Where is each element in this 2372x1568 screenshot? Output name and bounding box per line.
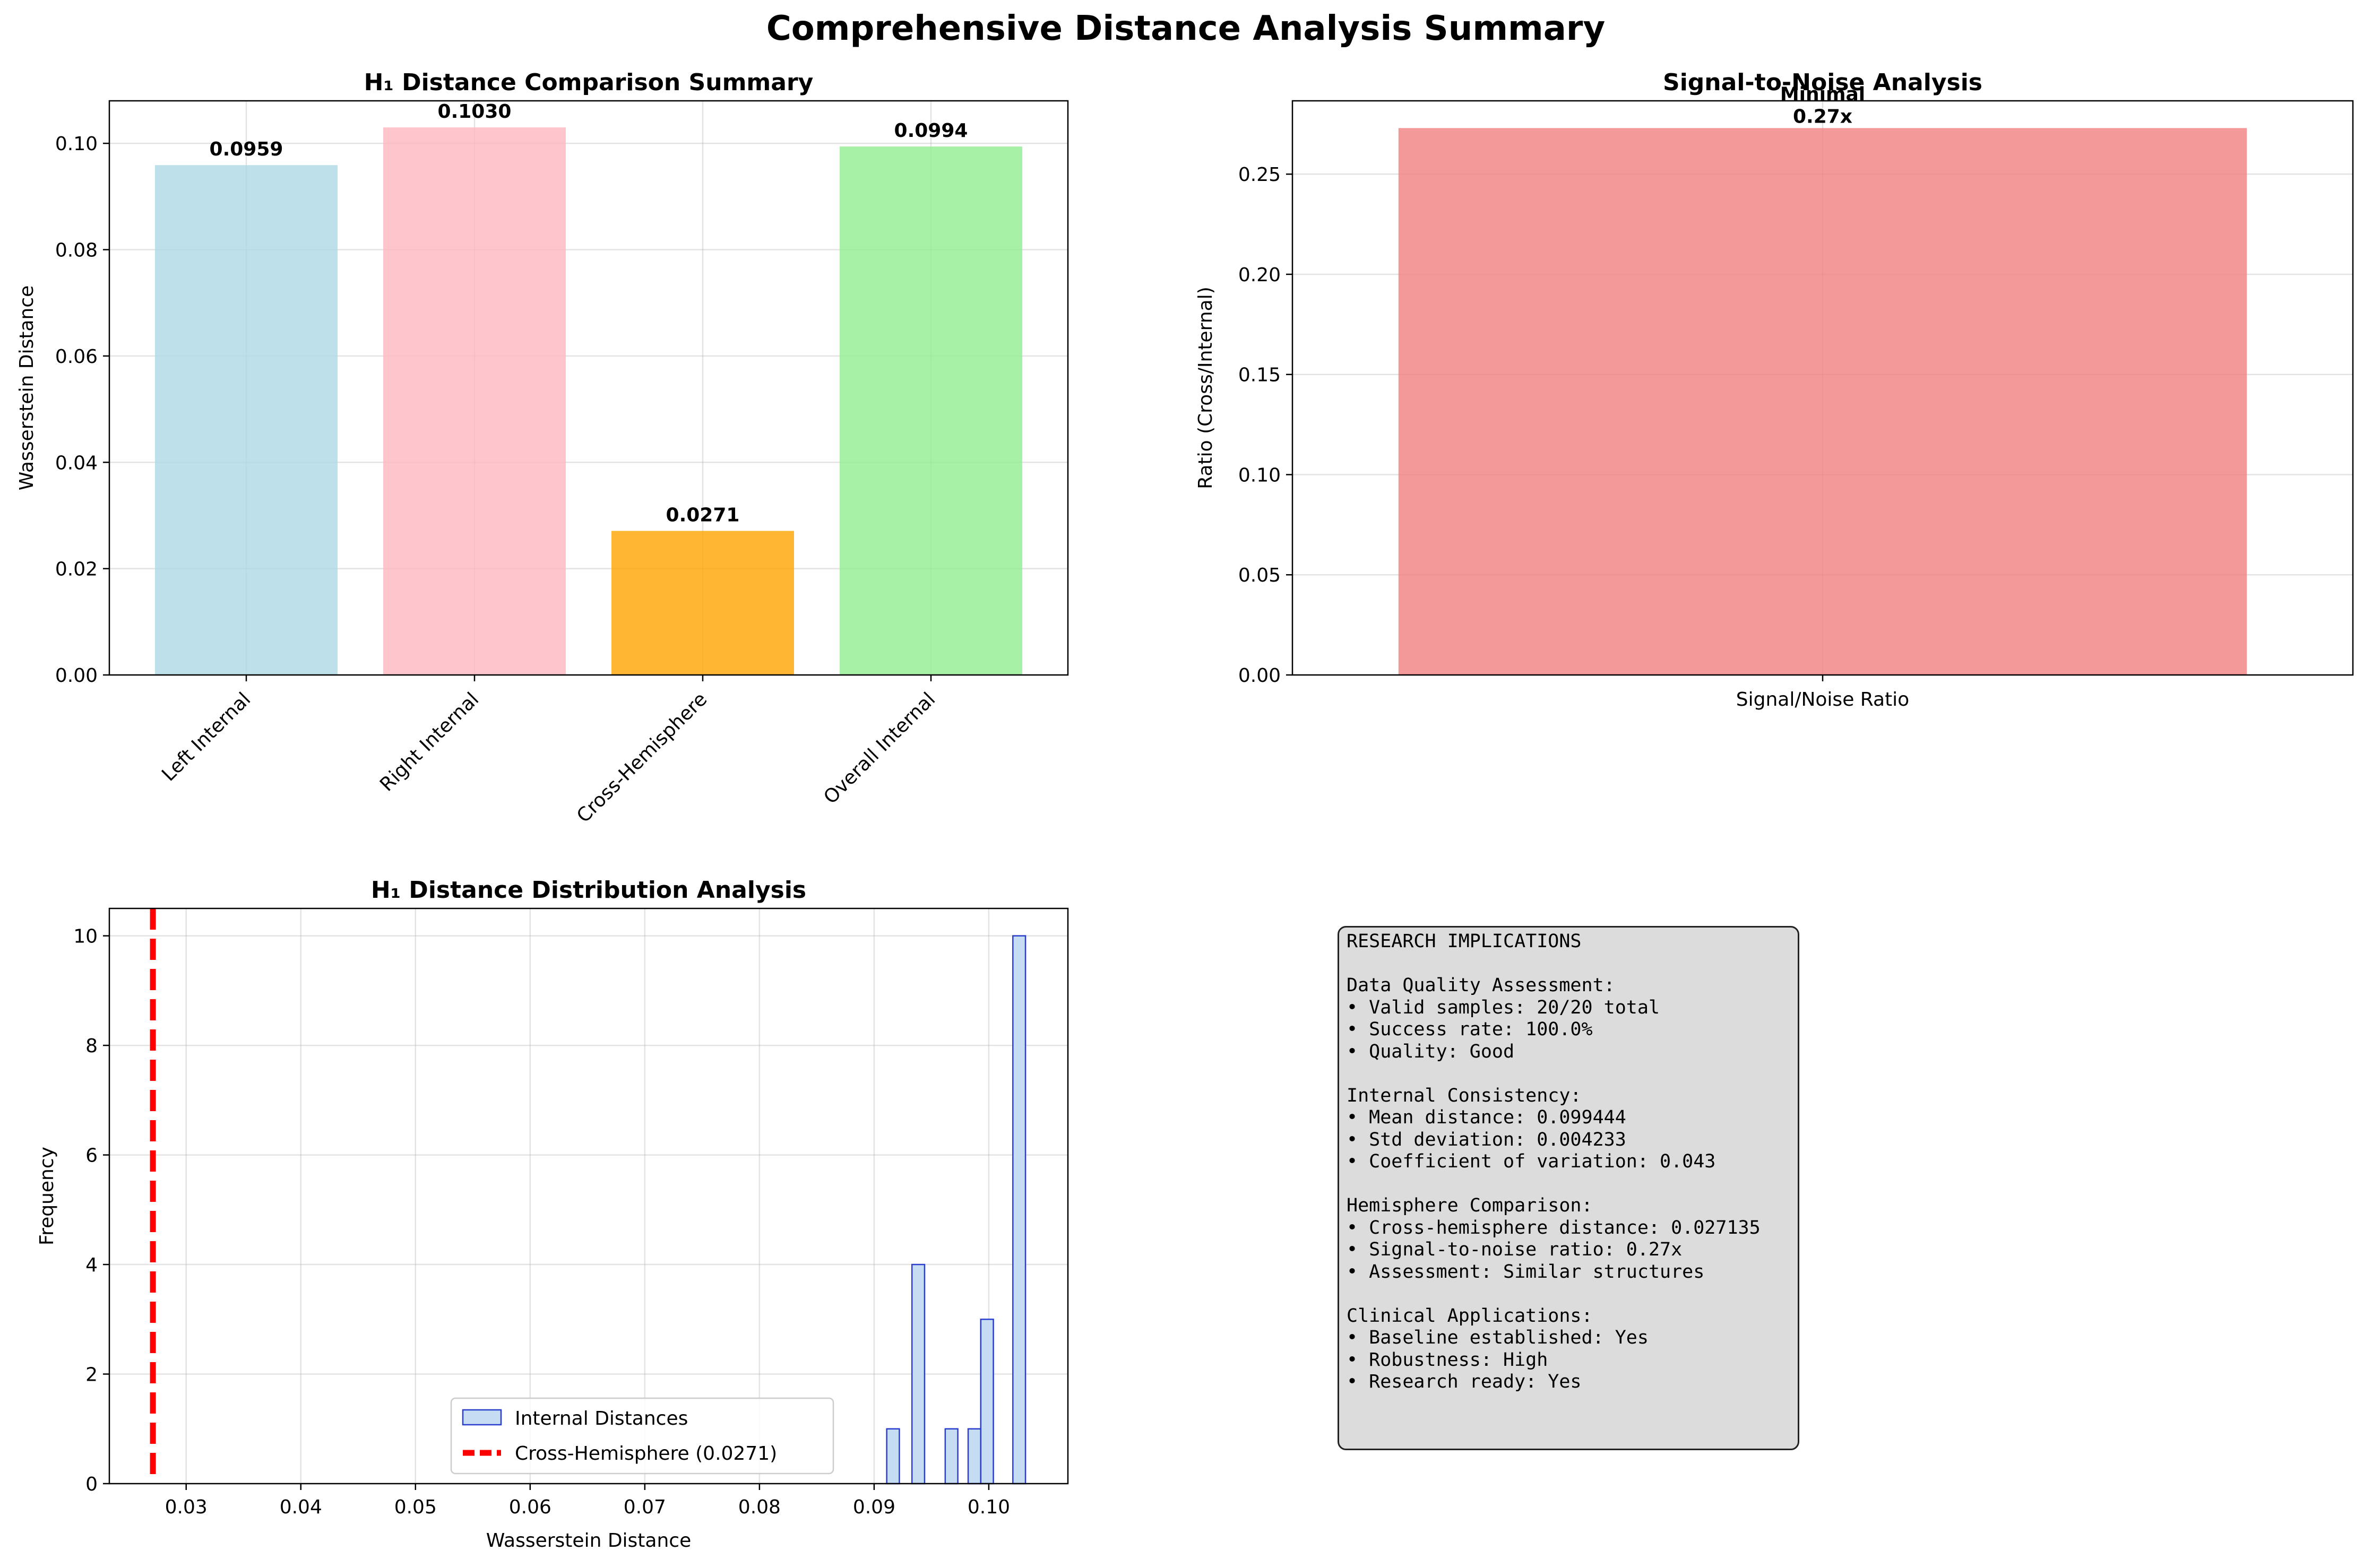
signal-noise-chart: Signal-to-Noise Analysis Ratio (Cross/Int…: [1195, 69, 2354, 711]
chart-title: Signal-to-Noise Analysis: [1663, 69, 1982, 96]
legend-frame: [450, 1397, 834, 1475]
bar: [611, 531, 794, 675]
bar: [840, 146, 1022, 675]
y-axis-label: Ratio (Cross/Internal): [1195, 287, 1217, 489]
figure-title: Comprehensive Distance Analysis Summary: [766, 9, 1605, 48]
y-tick-label: 0.25: [1238, 164, 1281, 186]
y-tick-label: 0.20: [1238, 264, 1281, 286]
y-tick-label: 0.00: [55, 665, 98, 687]
x-tick-label: 0.10: [968, 1496, 1010, 1518]
legend: Internal Distances Cross-Hemisphere (0.02…: [450, 1397, 834, 1475]
bar-value-label: 0.0271: [666, 504, 740, 526]
x-tick-label: 0.07: [624, 1496, 666, 1518]
histogram-bar: [1012, 935, 1027, 1485]
legend-label-internal: Internal Distances: [515, 1408, 688, 1430]
histogram-bar: [980, 1319, 994, 1485]
legend-label-cross: Cross-Hemisphere (0.0271): [515, 1443, 777, 1465]
plot-area: [109, 908, 1068, 1484]
y-tick-label: 0.08: [55, 240, 98, 262]
x-axis-label: Wasserstein Distance: [486, 1530, 692, 1552]
plot-border: [1291, 100, 2354, 676]
histogram-bar: [886, 1428, 900, 1485]
x-tick-label: 0.06: [509, 1496, 551, 1518]
bar-value-label: 0.0959: [210, 138, 283, 160]
y-tick-label: 0.02: [55, 559, 98, 581]
y-tick-label: 0.00: [1238, 665, 1281, 687]
y-tick-label: 0.15: [1238, 365, 1281, 386]
bar: [383, 127, 566, 675]
y-tick-label: 0.10: [1238, 464, 1281, 486]
x-tick-label: 0.04: [280, 1496, 322, 1518]
x-tick-label: Signal/Noise Ratio: [1736, 689, 1909, 711]
histogram-bar: [967, 1428, 982, 1485]
y-tick-label: 0.10: [55, 133, 98, 155]
bar-value-label: 0.1030: [438, 101, 512, 123]
distance-histogram: H₁ Distance Distribution Analysis Frequen…: [36, 877, 1069, 1552]
x-tick-label: 0.03: [165, 1496, 208, 1518]
bar-value-label-line: Minimal: [1780, 83, 1865, 105]
bar-value-label-line: 0.27x: [1793, 106, 1852, 127]
y-tick-label: 0: [85, 1474, 98, 1495]
bar-value-label: 0.0994: [894, 120, 968, 142]
plot-border: [108, 100, 1069, 676]
x-tick-label: 0.09: [853, 1496, 895, 1518]
research-implications-text: RESEARCH IMPLICATIONS Data Quality Asses…: [1347, 931, 1761, 1392]
histogram-bar: [911, 1263, 926, 1485]
y-tick-label: 6: [85, 1145, 98, 1167]
y-tick-label: 8: [85, 1035, 98, 1057]
bar: [155, 165, 338, 675]
x-tick-label: 0.08: [738, 1496, 781, 1518]
y-tick-label: 10: [73, 926, 98, 948]
y-tick-label: 4: [85, 1254, 98, 1276]
bar: [1398, 128, 2247, 675]
x-tick-label: 0.05: [394, 1496, 437, 1518]
histogram-bar: [944, 1428, 959, 1485]
y-axis-label: Frequency: [36, 1147, 58, 1245]
chart-title: H₁ Distance Distribution Analysis: [371, 877, 806, 904]
bar-value-label: Minimal 0.27x: [1780, 83, 1865, 127]
y-tick-label: 0.06: [55, 346, 98, 368]
y-axis-label: Wasserstein Distance: [16, 285, 38, 491]
y-tick-label: 0.04: [55, 452, 98, 474]
research-implications-box: RESEARCH IMPLICATIONS Data Quality Asses…: [1338, 926, 1799, 1450]
y-tick-label: 0.05: [1238, 565, 1281, 586]
y-tick-label: 2: [85, 1364, 98, 1386]
legend-swatch-internal: [462, 1409, 502, 1426]
plot-border: [108, 907, 1069, 1485]
chart-title: H₁ Distance Comparison Summary: [364, 69, 814, 96]
